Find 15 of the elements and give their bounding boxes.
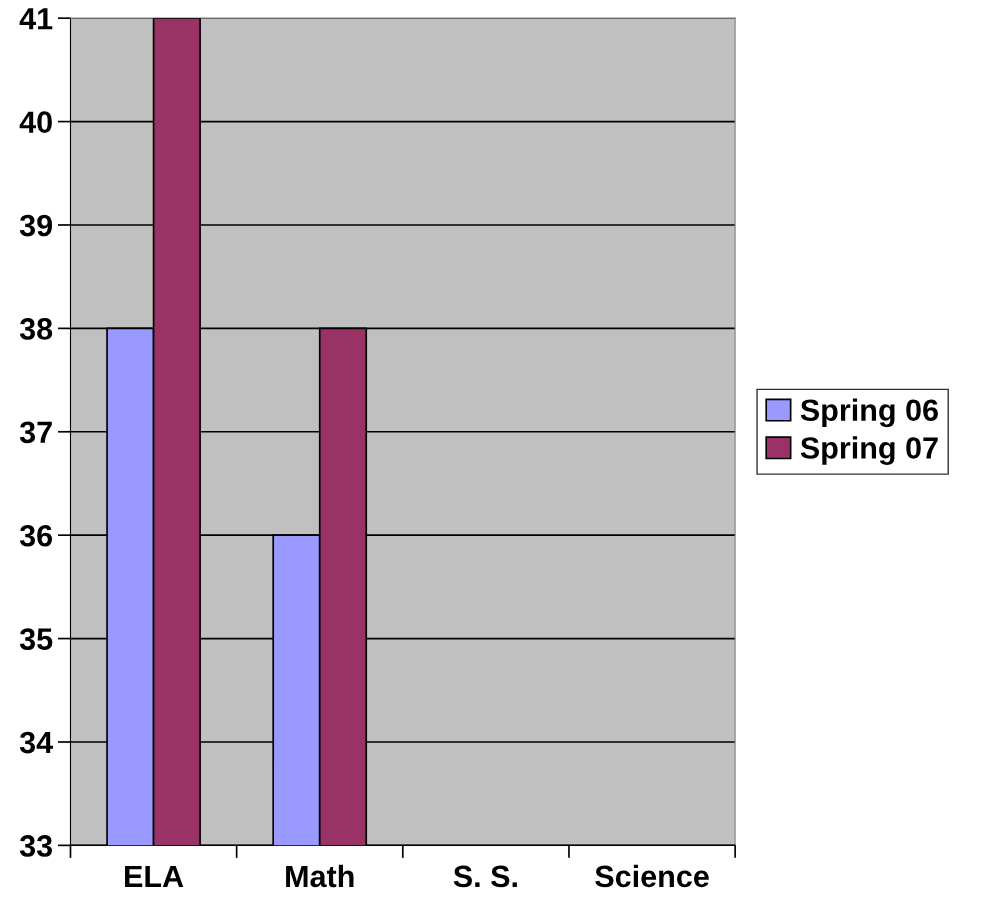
- legend-label: Spring 06: [800, 398, 938, 428]
- x-tick-label: S. S.: [453, 865, 517, 888]
- x-tick-label: Science: [595, 864, 709, 888]
- y-tick-label: 35: [19, 628, 53, 650]
- x-tick-label: Math: [286, 864, 354, 888]
- y-tick-label: 34: [19, 731, 53, 754]
- y-tick-label: 39: [19, 214, 52, 237]
- legend-label: Spring 07: [800, 436, 938, 465]
- y-tick-label: 38: [19, 318, 53, 340]
- y-tick-label: 40: [19, 111, 52, 133]
- y-tick-label: 33: [19, 835, 53, 857]
- y-tick-label: 41: [19, 8, 53, 30]
- y-tick-label: 37: [19, 421, 52, 444]
- y-tick-label: 36: [19, 524, 53, 547]
- x-tick-label: ELA: [125, 865, 184, 887]
